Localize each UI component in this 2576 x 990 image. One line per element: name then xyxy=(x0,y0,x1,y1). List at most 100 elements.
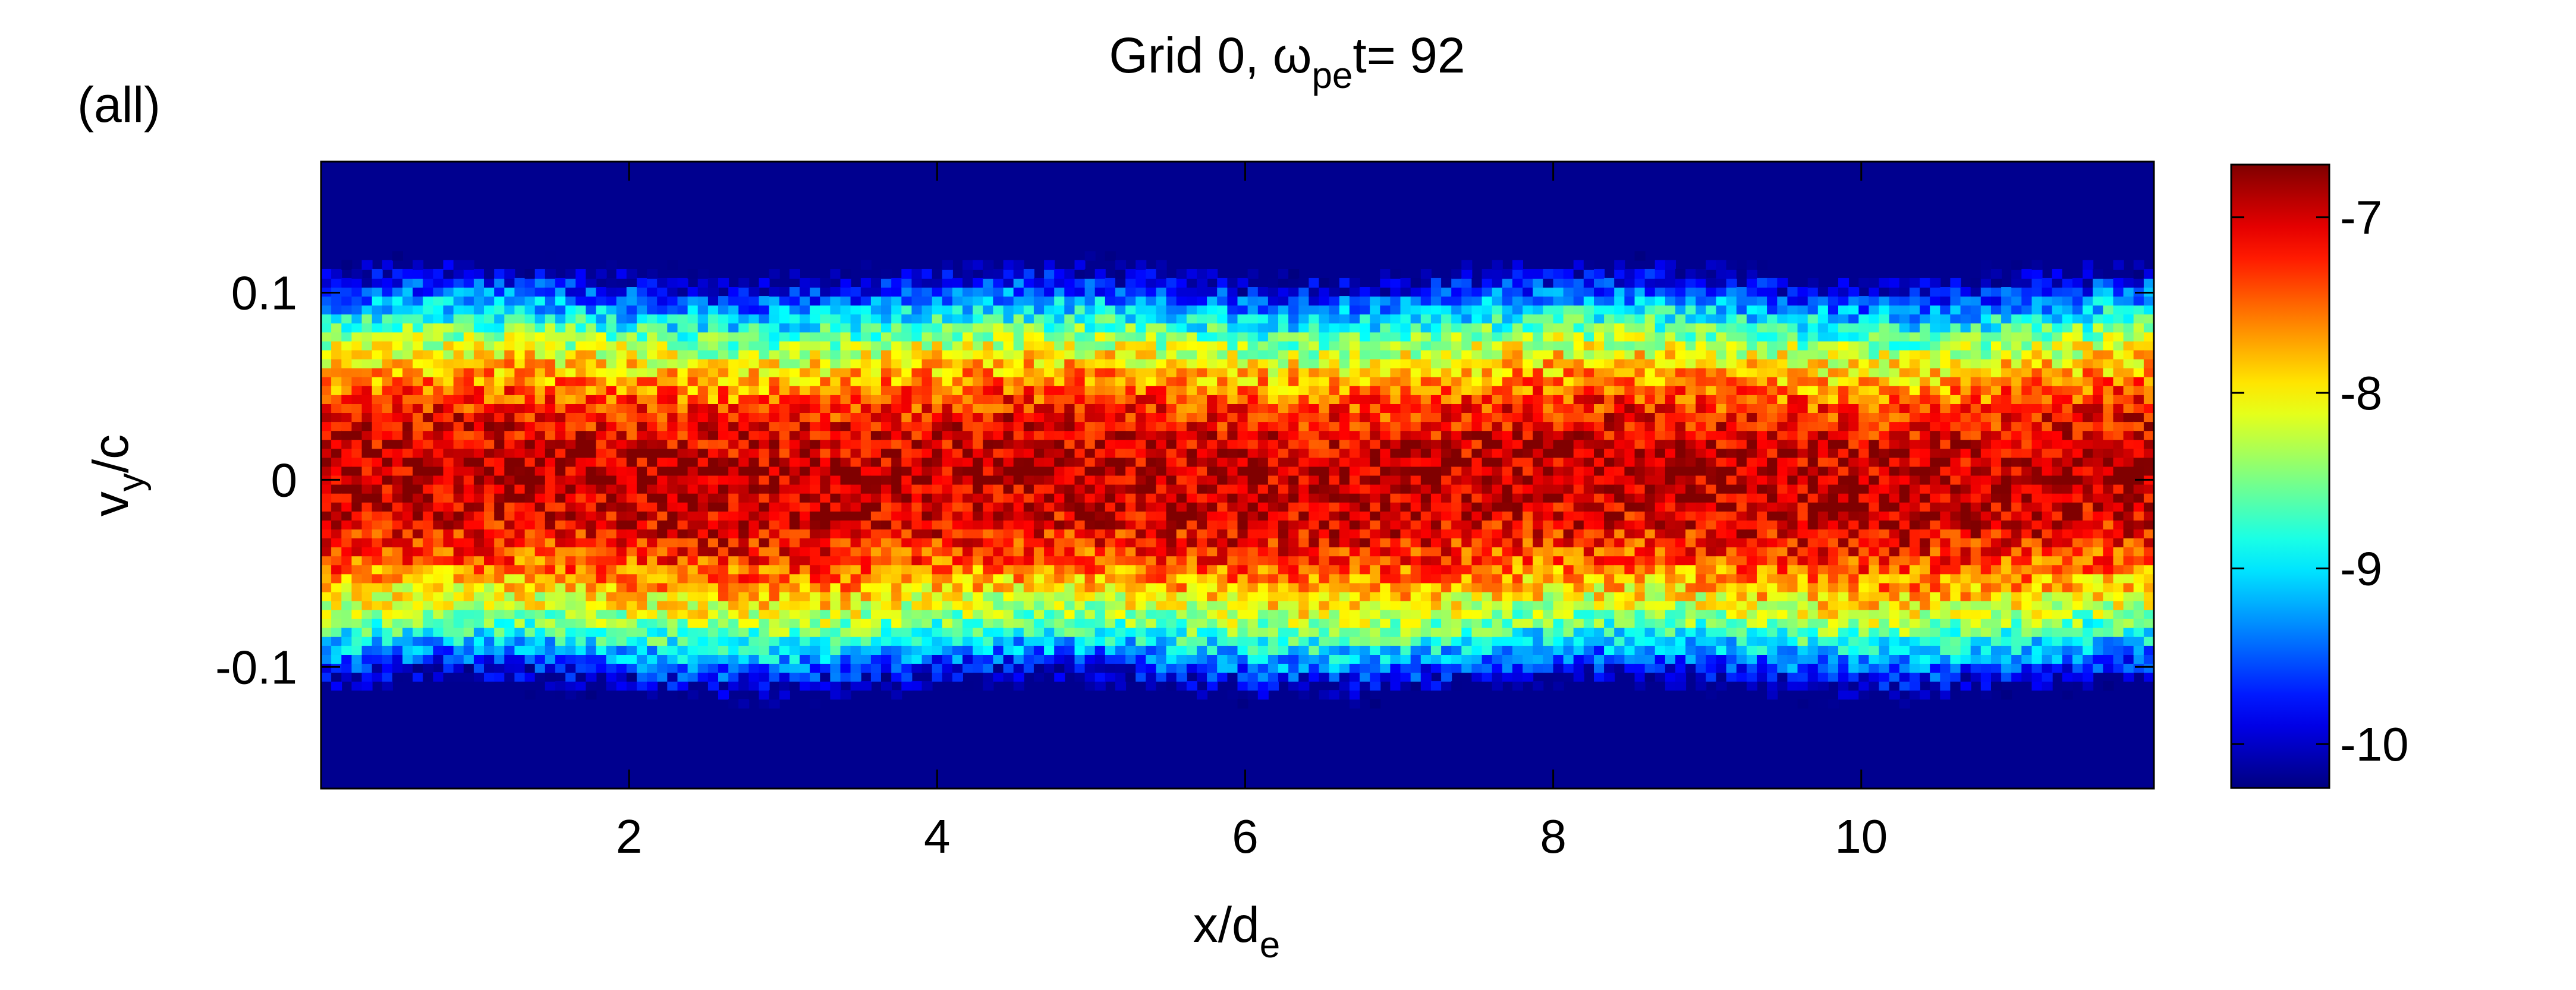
heatmap-cell xyxy=(932,547,943,557)
heatmap-cell xyxy=(596,484,607,494)
heatmap-cell xyxy=(687,385,699,395)
heatmap-cell xyxy=(1380,358,1391,368)
heatmap-cell xyxy=(667,278,678,288)
heatmap-cell xyxy=(921,367,933,377)
heatmap-cell xyxy=(1064,367,1075,377)
heatmap-cell xyxy=(810,618,821,628)
heatmap-cell xyxy=(718,609,729,619)
heatmap-cell xyxy=(860,323,872,333)
heatmap-cell xyxy=(718,403,729,413)
heatmap-cell xyxy=(748,358,760,368)
heatmap-cell xyxy=(494,269,505,279)
heatmap-cell xyxy=(860,412,872,423)
heatmap-cell xyxy=(453,439,464,449)
heatmap-cell xyxy=(1410,519,1421,529)
heatmap-cell xyxy=(840,502,851,512)
heatmap-cell xyxy=(1003,627,1014,637)
heatmap-cell xyxy=(1156,475,1167,485)
heatmap-cell xyxy=(616,376,627,386)
heatmap-cell xyxy=(534,547,546,557)
heatmap-cell xyxy=(1400,430,1411,440)
heatmap-cell xyxy=(596,573,607,584)
heatmap-cell xyxy=(800,385,811,395)
heatmap-cell xyxy=(657,367,668,377)
heatmap-cell xyxy=(963,502,974,512)
heatmap-cell xyxy=(1166,654,1177,664)
heatmap-cell xyxy=(1410,528,1421,538)
heatmap-cell xyxy=(372,466,383,476)
heatmap-cell xyxy=(759,699,770,709)
heatmap-cell xyxy=(637,394,648,404)
heatmap-cell xyxy=(697,278,709,288)
heatmap-cell xyxy=(921,475,933,485)
heatmap-cell xyxy=(586,448,597,458)
heatmap-cell xyxy=(1033,376,1045,386)
heatmap-cell xyxy=(331,663,342,673)
heatmap-cell xyxy=(361,358,373,368)
heatmap-cell xyxy=(545,358,556,368)
heatmap-cell xyxy=(810,547,821,557)
heatmap-cell xyxy=(1156,510,1167,521)
heatmap-cell xyxy=(657,484,668,494)
heatmap-cell xyxy=(1267,547,1279,557)
heatmap-cell xyxy=(1329,565,1340,575)
heatmap-cell xyxy=(759,547,770,557)
heatmap-cell xyxy=(1013,493,1024,503)
heatmap-cell xyxy=(677,332,688,342)
heatmap-cell xyxy=(494,466,505,476)
heatmap-cell xyxy=(1288,528,1300,538)
heatmap-cell xyxy=(820,358,831,368)
heatmap-cell xyxy=(351,556,363,566)
heatmap-cell xyxy=(870,323,882,333)
heatmap-cell xyxy=(881,403,892,413)
heatmap-cell xyxy=(1400,591,1411,601)
heatmap-cell xyxy=(667,367,678,377)
heatmap-cell xyxy=(891,349,902,360)
heatmap-cell xyxy=(596,403,607,413)
heatmap-cell xyxy=(463,448,474,458)
heatmap-cell xyxy=(1360,457,1371,467)
heatmap-cell xyxy=(372,349,383,360)
heatmap-cell xyxy=(1380,627,1391,637)
heatmap-cell xyxy=(484,654,495,664)
heatmap-cell xyxy=(1084,296,1096,306)
heatmap-cell xyxy=(667,573,678,584)
heatmap-cell xyxy=(952,412,963,423)
heatmap-cell xyxy=(321,367,332,377)
heatmap-cell xyxy=(1217,466,1228,476)
heatmap-cell xyxy=(748,421,760,431)
heatmap-cell xyxy=(433,528,444,538)
heatmap-cell xyxy=(932,412,943,423)
heatmap-cell xyxy=(626,269,637,279)
heatmap-cell xyxy=(1370,663,1381,673)
heatmap-cell xyxy=(1186,493,1197,503)
heatmap-cell xyxy=(820,573,831,584)
heatmap-cell xyxy=(840,663,851,673)
heatmap-cell xyxy=(1257,457,1269,467)
heatmap-cell xyxy=(860,600,872,610)
heatmap-cell xyxy=(738,332,750,342)
heatmap-cell xyxy=(331,332,342,342)
heatmap-cell xyxy=(1054,421,1065,431)
heatmap-cell xyxy=(1033,510,1045,521)
heatmap-cell xyxy=(800,332,811,342)
heatmap-cell xyxy=(555,430,566,440)
heatmap-cell xyxy=(1033,403,1045,413)
heatmap-cell xyxy=(1166,475,1177,485)
heatmap-cell xyxy=(1207,385,1218,395)
heatmap-cell xyxy=(586,654,597,664)
heatmap-cell xyxy=(413,547,424,557)
heatmap-cell xyxy=(901,547,913,557)
heatmap-cell xyxy=(606,681,617,691)
heatmap-cell xyxy=(586,690,597,700)
heatmap-cell xyxy=(1349,528,1360,538)
heatmap-cell xyxy=(1207,323,1218,333)
heatmap-cell xyxy=(810,627,821,637)
heatmap-cell xyxy=(1105,510,1116,521)
heatmap-cell xyxy=(1217,403,1228,413)
heatmap-cell xyxy=(1013,484,1024,494)
heatmap-cell xyxy=(1064,403,1075,413)
heatmap-cell xyxy=(759,690,770,700)
heatmap-cell xyxy=(830,565,841,575)
heatmap-cell xyxy=(1339,358,1350,368)
